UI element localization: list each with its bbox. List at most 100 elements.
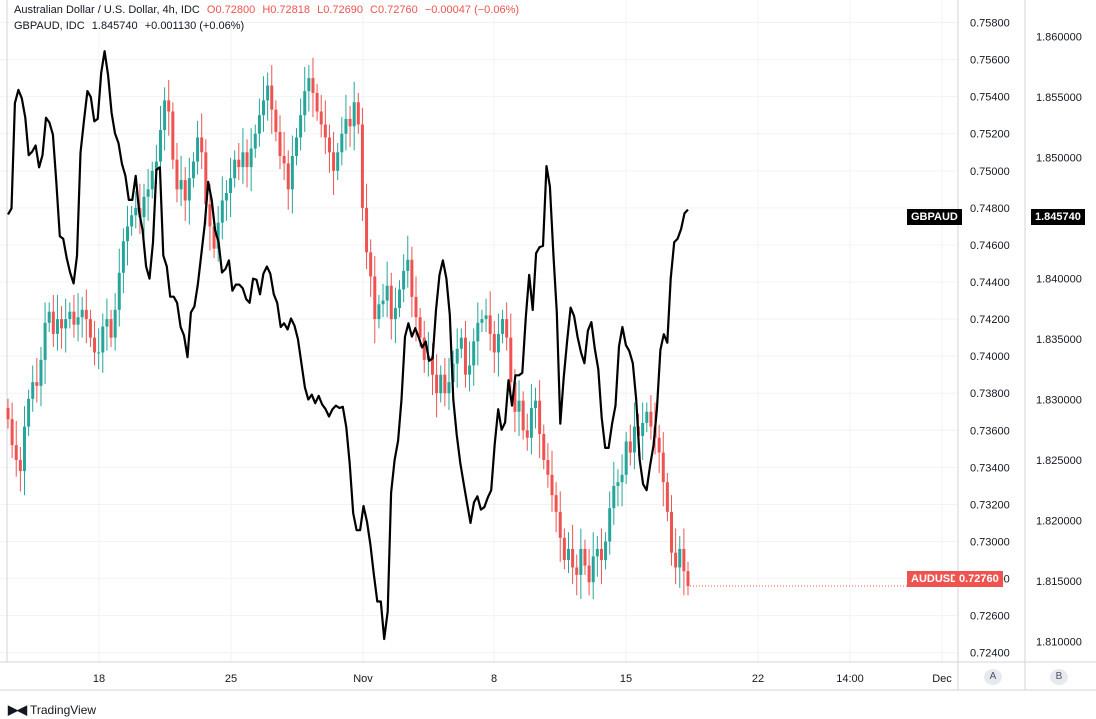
- candle-body: [505, 319, 509, 338]
- price-tick-label: 0.74000: [970, 351, 1010, 363]
- candle-body: [39, 359, 43, 386]
- candle-body: [645, 411, 649, 423]
- candle-body: [348, 118, 352, 127]
- gbpaud-name-tag: GBPAUD: [907, 209, 962, 225]
- tradingview-logo[interactable]: ▶◀ TradingView: [8, 702, 96, 718]
- candle-body: [550, 474, 554, 496]
- candle-body: [562, 537, 566, 561]
- compare-tick-label: 1.815000: [1036, 576, 1082, 588]
- brand-name: TradingView: [30, 703, 97, 717]
- candle-body: [212, 226, 216, 249]
- candle-body: [554, 495, 558, 512]
- compare-tick-label: 1.860000: [1036, 32, 1082, 44]
- candle-body: [686, 571, 690, 587]
- candle-body: [229, 178, 233, 194]
- candle-body: [216, 222, 220, 249]
- candle-body: [591, 556, 595, 583]
- audusd-name-tag: AUDUSD: [907, 571, 963, 587]
- candle-body: [575, 567, 579, 575]
- candle-body: [88, 319, 92, 338]
- candle-body: [249, 148, 253, 168]
- candle-body: [459, 337, 463, 349]
- candle-body: [146, 189, 150, 197]
- candle-body: [113, 309, 117, 338]
- candle-body: [665, 482, 669, 512]
- candle-body: [220, 200, 224, 223]
- candle-body: [167, 100, 171, 112]
- scale-b-button[interactable]: B: [1050, 669, 1068, 685]
- candle-body: [117, 272, 121, 310]
- compare-label[interactable]: GBPAUD, IDC: [14, 20, 85, 32]
- candle-body: [352, 102, 356, 127]
- candle-body: [595, 548, 599, 557]
- candle-body: [84, 309, 88, 320]
- candle-body: [389, 285, 393, 320]
- gbpaud-line: [7, 50, 689, 641]
- price-tick-label: 0.75400: [970, 92, 1010, 104]
- candle-body: [191, 161, 195, 179]
- candle-body: [422, 337, 426, 360]
- candle-body: [31, 382, 35, 399]
- candle-body: [299, 115, 303, 138]
- candle-body: [566, 548, 570, 561]
- price-tick-label: 0.74400: [970, 277, 1010, 289]
- symbol-title[interactable]: Australian Dollar / U.S. Dollar, 4h, IDC: [14, 4, 200, 16]
- candle-body: [674, 552, 678, 568]
- price-tick-label: 0.75200: [970, 129, 1010, 141]
- candle-body: [72, 311, 76, 325]
- candle-body: [558, 511, 562, 538]
- candle-body: [616, 482, 620, 486]
- candle-body: [414, 296, 418, 318]
- candle-body: [27, 398, 31, 427]
- candle-body: [430, 356, 434, 375]
- candle-body: [60, 319, 64, 329]
- candle-body: [476, 322, 480, 342]
- candle-body: [208, 204, 212, 227]
- candle-body: [418, 317, 422, 338]
- candle-body: [608, 508, 612, 542]
- candle-body: [410, 259, 414, 297]
- candle-body: [51, 311, 55, 334]
- candle-body: [492, 333, 496, 353]
- close-value: C0.72760: [370, 4, 418, 16]
- audusd-candles: [6, 57, 690, 599]
- compare-tick-label: 1.810000: [1036, 636, 1082, 648]
- candle-body: [682, 548, 686, 572]
- candle-body: [529, 408, 533, 438]
- price-tick-label: 0.74600: [970, 240, 1010, 252]
- candle-body: [571, 548, 575, 568]
- candle-body: [241, 152, 245, 168]
- candle-body: [521, 400, 525, 431]
- candle-body: [369, 252, 373, 277]
- candle-body: [546, 459, 550, 475]
- compare-value: 1.845740: [91, 20, 138, 32]
- price-tick-label: 0.73400: [970, 462, 1010, 474]
- candle-body: [303, 91, 307, 116]
- candle-body: [443, 374, 447, 394]
- candle-body: [406, 259, 410, 271]
- candle-body: [439, 374, 443, 394]
- candle-body: [340, 133, 344, 153]
- candle-body: [484, 315, 488, 320]
- candle-body: [22, 426, 26, 472]
- candle-body: [612, 485, 616, 509]
- audusd-price-tag: 0.72760: [955, 571, 1003, 587]
- candle-body: [365, 207, 369, 253]
- candle-body: [435, 374, 439, 394]
- candle-body: [356, 102, 360, 125]
- compare-tick-label: 1.840000: [1036, 274, 1082, 286]
- candle-body: [204, 152, 208, 205]
- candle-body: [509, 337, 513, 383]
- candle-body: [130, 215, 134, 227]
- candle-body: [14, 445, 18, 460]
- auto-scale-button[interactable]: A: [984, 669, 1002, 685]
- candle-body: [171, 111, 175, 160]
- candle-body: [385, 285, 389, 301]
- candle-body: [158, 130, 162, 162]
- candle-body: [513, 382, 517, 412]
- candle-body: [315, 92, 319, 112]
- candle-body: [455, 348, 459, 364]
- candle-body: [632, 426, 636, 453]
- price-tick-label: 0.73800: [970, 388, 1010, 400]
